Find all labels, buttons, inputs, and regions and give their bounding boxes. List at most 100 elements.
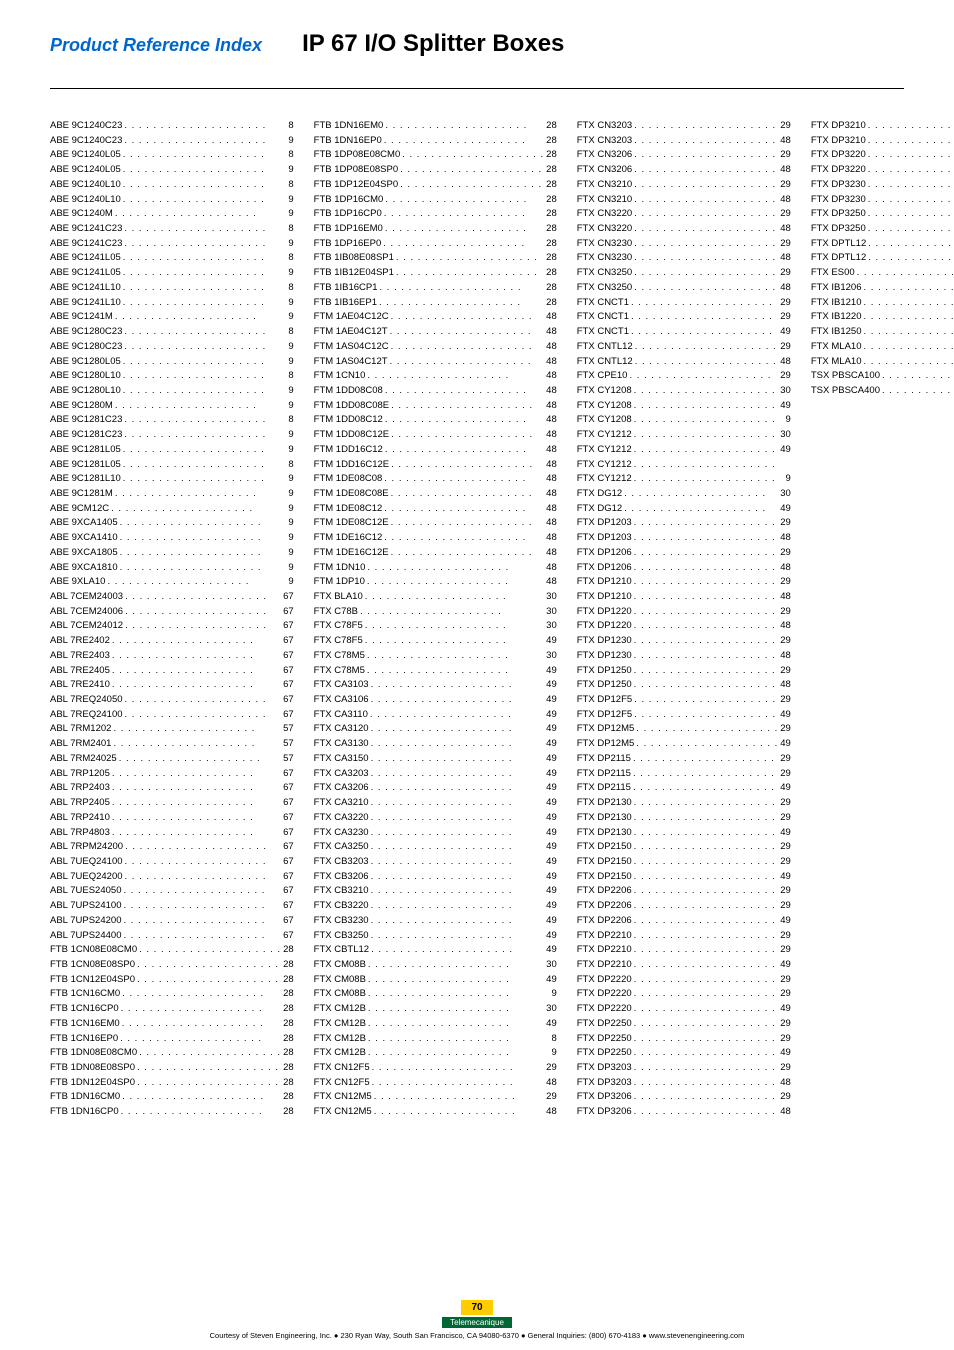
- product-code: ABL 7UEQ24100: [50, 855, 123, 870]
- product-code: FTX DP3230: [811, 178, 866, 193]
- index-entry: FTX IB125029: [811, 325, 954, 340]
- product-code: FTX CB3203: [314, 855, 369, 870]
- product-code: ABE 9C1281L10: [50, 472, 121, 487]
- product-code: ABE 9C1280M: [50, 399, 113, 414]
- page-footer: 70 Telemecanique Courtesy of Steven Engi…: [0, 1300, 954, 1340]
- page-reference: 67: [283, 855, 294, 870]
- product-code: FTX CN3230: [577, 251, 632, 266]
- index-entry: FTB 1DN16EM028: [314, 119, 557, 134]
- product-code: FTX CN12F5: [314, 1076, 370, 1091]
- index-entry: FTB 1CN16EM028: [50, 1017, 294, 1032]
- page-reference: 49: [546, 1017, 557, 1032]
- leader-dots: [371, 737, 545, 752]
- product-code: ABL 7RE2402: [50, 634, 110, 649]
- product-code: FTX DP2250: [577, 1032, 632, 1047]
- index-entry: FTX DP323029: [811, 178, 954, 193]
- leader-dots: [634, 619, 779, 634]
- product-code: ABE 9C1240C23: [50, 134, 122, 149]
- product-code: FTX CY1212: [577, 472, 632, 487]
- index-entry: FTX DP211529: [577, 752, 791, 767]
- leader-dots: [360, 605, 544, 620]
- product-code: FTM 1DD08C12E: [314, 428, 390, 443]
- leader-dots: [634, 605, 779, 620]
- leader-dots: [636, 722, 778, 737]
- leader-dots: [123, 193, 287, 208]
- leader-dots: [634, 840, 779, 855]
- leader-dots: [123, 163, 287, 178]
- index-entry: FTX CA323049: [314, 826, 557, 841]
- index-entry: ABL 7UEQ24100 67: [50, 855, 294, 870]
- index-entry: FTX DP320348: [577, 1076, 791, 1091]
- page-reference: 30: [546, 1002, 557, 1017]
- page-reference: 29: [546, 1090, 557, 1105]
- brand-badge: Telemecanique: [442, 1317, 512, 1328]
- index-entry: FTX DP320329: [577, 1061, 791, 1076]
- index-entry: FTM 1CN1048: [314, 369, 557, 384]
- index-entry: FTX CPE1029: [577, 369, 791, 384]
- page-reference: 48: [780, 251, 791, 266]
- leader-dots: [371, 899, 545, 914]
- index-entry: ABL 7UPS2420067: [50, 914, 294, 929]
- index-entry: FTM 1AS04C12T48: [314, 355, 557, 370]
- page-reference: 48: [546, 325, 557, 340]
- page-reference: 28: [283, 1017, 294, 1032]
- leader-dots: [634, 163, 778, 178]
- page-reference: 49: [780, 399, 791, 414]
- page-reference: 8: [288, 178, 293, 193]
- leader-dots: [385, 222, 544, 237]
- index-entry: ABL 7RE240567: [50, 664, 294, 679]
- index-entry: ABL 7RE240267: [50, 634, 294, 649]
- index-entry: FTX CB320349: [314, 855, 557, 870]
- product-code: FTX DP1230: [577, 634, 632, 649]
- leader-dots: [634, 973, 779, 988]
- leader-dots: [371, 855, 545, 870]
- index-entry: FTB 1CN16EP028: [50, 1032, 294, 1047]
- product-code: FTX C78F5: [314, 619, 363, 634]
- page-reference: 48: [546, 575, 557, 590]
- leader-dots: [123, 148, 287, 163]
- index-column-3: FTX CN320329FTX CN320348FTX CN320629FTX …: [577, 119, 791, 1120]
- index-entry: ABL 7CEM2401267: [50, 619, 294, 634]
- page-reference: 49: [546, 664, 557, 679]
- product-code: FTX CPE10: [577, 369, 628, 384]
- index-entry: ABE 9C1240L109: [50, 193, 294, 208]
- index-entry: FTX CN12F548: [314, 1076, 557, 1091]
- leader-dots: [123, 178, 287, 193]
- product-code: FTX DP2220: [577, 987, 632, 1002]
- page-reference: 67: [283, 840, 294, 855]
- leader-dots: [634, 987, 779, 1002]
- page-reference: 8: [551, 1032, 556, 1047]
- leader-dots: [635, 355, 779, 370]
- page-reference: 48: [780, 193, 791, 208]
- index-entry: ABL 7RM240157: [50, 737, 294, 752]
- leader-dots: [123, 266, 287, 281]
- product-code: FTX DP2115: [577, 767, 631, 782]
- index-entry: FTX CM08B49: [314, 973, 557, 988]
- product-code: FTX CA3210: [314, 796, 369, 811]
- page-reference: 49: [780, 737, 791, 752]
- leader-dots: [372, 1061, 545, 1076]
- product-code: FTM 1AE04C12C: [314, 310, 389, 325]
- product-code: FTM 1DE08C08: [314, 472, 383, 487]
- leader-dots: [371, 870, 545, 885]
- index-entry: FTM 1AE04C12T48: [314, 325, 557, 340]
- page-reference: 49: [780, 443, 791, 458]
- page-reference: 28: [546, 193, 557, 208]
- page-reference: 48: [780, 649, 791, 664]
- leader-dots: [372, 1076, 545, 1091]
- index-entry: FTB 1DP16CP028: [314, 207, 557, 222]
- page-reference: 9: [288, 163, 293, 178]
- page-reference: 29: [780, 929, 791, 944]
- leader-dots: [634, 281, 778, 296]
- leader-dots: [107, 575, 286, 590]
- index-entry: FTX CNTL1248: [577, 355, 791, 370]
- page-reference: 49: [780, 708, 791, 723]
- index-entry: FTX CB325049: [314, 929, 557, 944]
- index-entry: FTX CB322049: [314, 899, 557, 914]
- product-code: ABL 7RM24025: [50, 752, 117, 767]
- page-reference: 29: [780, 664, 791, 679]
- leader-dots: [864, 281, 954, 296]
- index-entry: FTM 1DE08C1248: [314, 502, 557, 517]
- leader-dots: [123, 355, 287, 370]
- page-reference: 48: [546, 369, 557, 384]
